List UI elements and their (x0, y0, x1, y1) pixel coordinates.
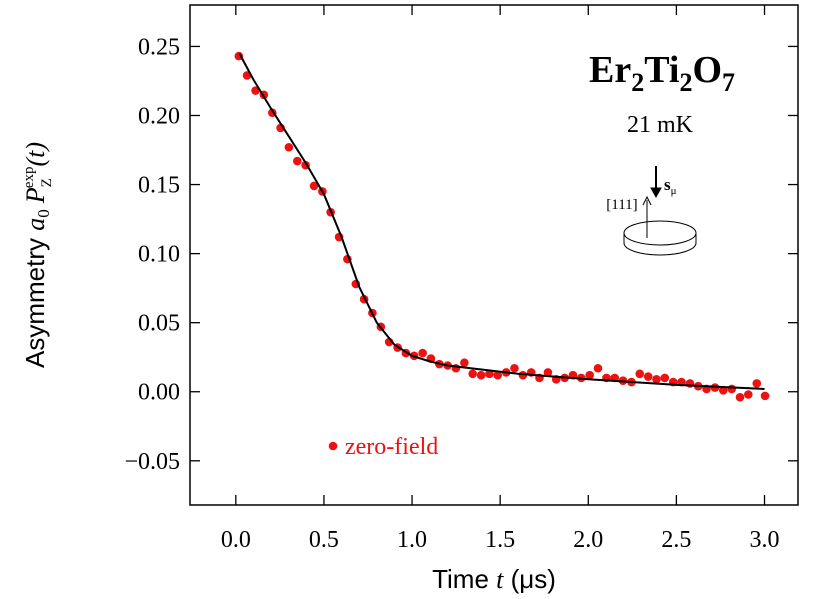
x-tick-label: 1.0 (397, 527, 427, 553)
fit-line (238, 52, 765, 390)
x-tick-label: 0.5 (309, 527, 339, 553)
data-point (284, 142, 294, 152)
data-point (293, 156, 302, 166)
data-point (510, 363, 519, 373)
label-part: t (496, 565, 504, 594)
data-point (468, 369, 477, 379)
data-point (309, 181, 319, 191)
data-point (752, 379, 762, 388)
label-part: 0 (34, 209, 53, 218)
legend-label: zero-field (345, 434, 438, 460)
y-tick-label: 0.00 (138, 380, 180, 406)
sample-diagram (623, 166, 697, 256)
y-tick-label: 0.05 (138, 311, 180, 337)
x-tick-label: 0.0 (221, 527, 251, 553)
data-point (585, 370, 594, 380)
data-point (735, 392, 745, 402)
y-tick-label: 0.15 (138, 173, 180, 199)
x-tick-label: 1.5 (485, 527, 515, 553)
data-point (593, 363, 603, 373)
data-point (460, 358, 469, 368)
subtitle: 21 mK (627, 112, 694, 138)
data-point (493, 370, 503, 380)
data-point (643, 372, 653, 381)
title-part: Ti (644, 49, 679, 91)
title-part: 2 (679, 68, 692, 97)
title-part: 7 (722, 68, 735, 97)
x-tick-label: 3.0 (750, 527, 780, 553)
label-part: P (21, 187, 50, 204)
legend-marker (328, 441, 338, 451)
y-tick-label: −0.05 (124, 449, 180, 475)
data-point (744, 390, 753, 399)
title-part: O (692, 49, 722, 91)
axis-label: [111] (606, 197, 637, 213)
data-point (543, 368, 553, 377)
label-part: (μs) (503, 564, 556, 594)
data-point (718, 386, 728, 395)
chart-title: Er2Ti2O7 (589, 49, 735, 97)
title-part: Er (589, 49, 631, 91)
data-point (660, 373, 670, 383)
x-tick-label: 2.0 (573, 527, 603, 553)
label-part: exp (21, 167, 37, 189)
label-part: a (21, 218, 50, 231)
label-part: Time (432, 564, 496, 594)
data-point (418, 348, 427, 358)
label-part: (t) (21, 142, 50, 167)
label-part: Z (39, 178, 55, 187)
data-point (727, 384, 737, 394)
data-point (476, 370, 486, 380)
title-part: 2 (631, 68, 644, 97)
spin-sub: μ (671, 185, 677, 197)
data-point (635, 369, 645, 379)
plot-frame (189, 4, 799, 506)
spin-symbol: s (664, 175, 671, 194)
y-axis-label: Asymmetry a0 PZexp(t) (20, 142, 55, 368)
x-axis-label: Time t (μs) (432, 564, 556, 594)
y-tick-label: 0.20 (138, 103, 180, 129)
y-tick-label: 0.25 (138, 34, 180, 60)
x-tick-label: 2.5 (661, 527, 691, 553)
label-part: Asymmetry (20, 231, 50, 368)
data-point (652, 375, 661, 384)
spin-label: sμ (664, 175, 677, 197)
y-tick-label: 0.10 (138, 242, 180, 268)
data-point (760, 391, 770, 401)
